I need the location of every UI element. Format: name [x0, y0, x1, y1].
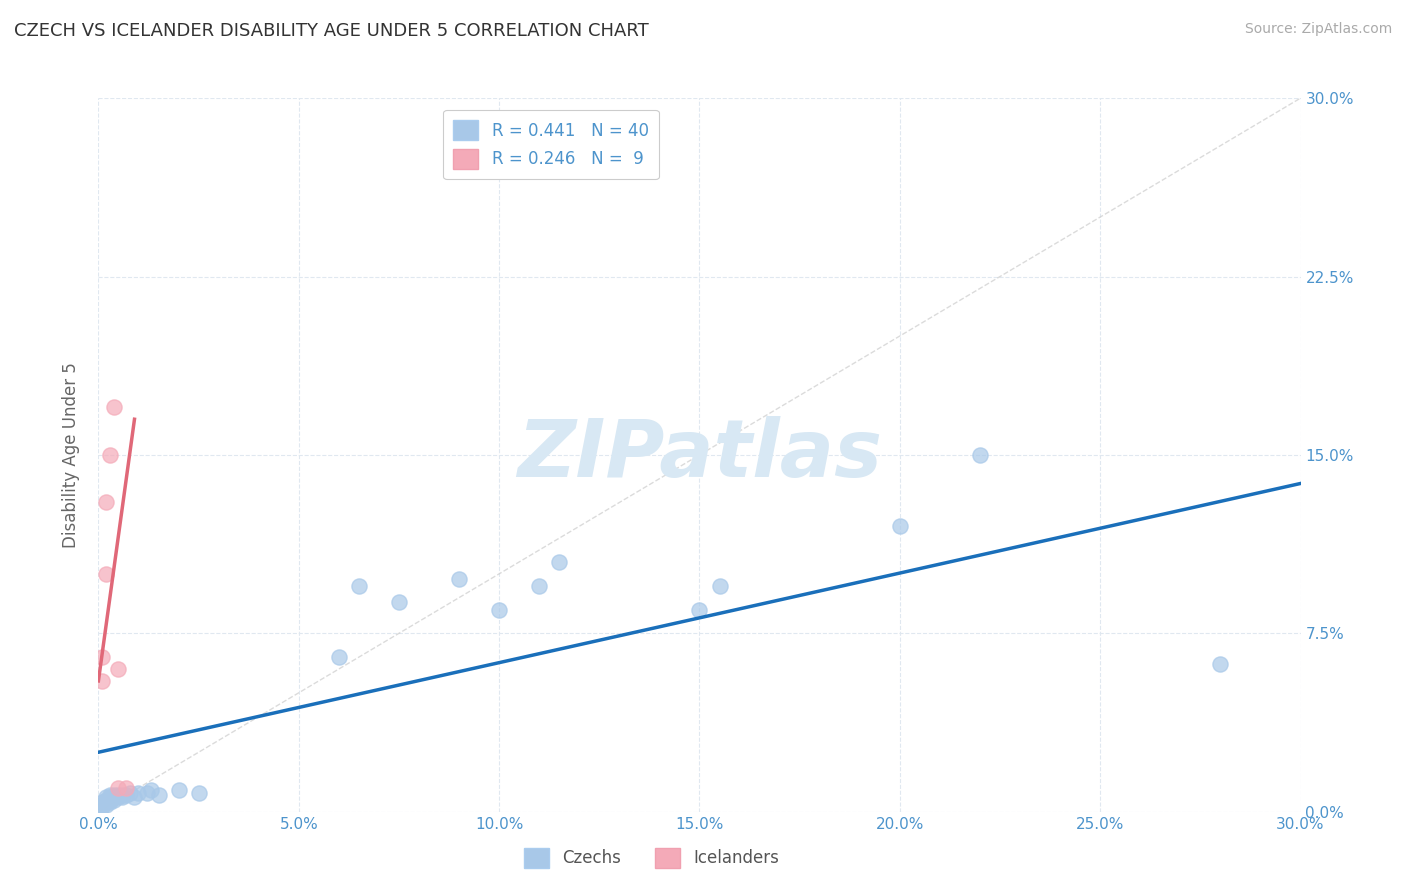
Point — [107, 780, 129, 795]
Point — [488, 602, 510, 616]
Y-axis label: Disability Age Under 5: Disability Age Under 5 — [62, 362, 80, 548]
Point — [328, 650, 350, 665]
Point — [100, 790, 122, 805]
Point — [447, 572, 470, 586]
Point — [91, 800, 114, 814]
Point — [347, 579, 370, 593]
Point — [107, 788, 129, 802]
Point — [889, 519, 911, 533]
Point — [96, 793, 118, 807]
Point — [107, 790, 129, 805]
Legend: Czechs, Icelanders: Czechs, Icelanders — [517, 841, 786, 875]
Point — [135, 786, 157, 800]
Point — [115, 780, 138, 795]
Text: ZIPatlas: ZIPatlas — [517, 416, 882, 494]
Point — [115, 788, 138, 802]
Point — [128, 786, 150, 800]
Point — [96, 566, 118, 581]
Text: Source: ZipAtlas.com: Source: ZipAtlas.com — [1244, 22, 1392, 37]
Point — [103, 793, 125, 807]
Point — [548, 555, 571, 569]
Point — [709, 579, 731, 593]
Point — [91, 650, 114, 665]
Point — [148, 788, 170, 802]
Point — [96, 495, 118, 509]
Point — [100, 448, 122, 462]
Point — [91, 673, 114, 688]
Point — [100, 788, 122, 802]
Point — [167, 783, 190, 797]
Point — [96, 790, 118, 805]
Point — [96, 795, 118, 809]
Point — [689, 602, 711, 616]
Point — [388, 595, 411, 609]
Point — [107, 662, 129, 676]
Point — [120, 786, 142, 800]
Text: CZECH VS ICELANDER DISABILITY AGE UNDER 5 CORRELATION CHART: CZECH VS ICELANDER DISABILITY AGE UNDER … — [14, 22, 648, 40]
Point — [187, 786, 209, 800]
Point — [139, 783, 162, 797]
Point — [103, 401, 125, 415]
Point — [969, 448, 991, 462]
Point — [100, 795, 122, 809]
Point — [91, 795, 114, 809]
Point — [111, 790, 134, 805]
Point — [96, 797, 118, 812]
Point — [103, 788, 125, 802]
Point — [100, 793, 122, 807]
Point — [103, 790, 125, 805]
Point — [91, 797, 114, 812]
Point — [529, 579, 551, 593]
Point — [1209, 657, 1232, 672]
Point — [91, 797, 114, 812]
Point — [124, 790, 146, 805]
Point — [111, 788, 134, 802]
